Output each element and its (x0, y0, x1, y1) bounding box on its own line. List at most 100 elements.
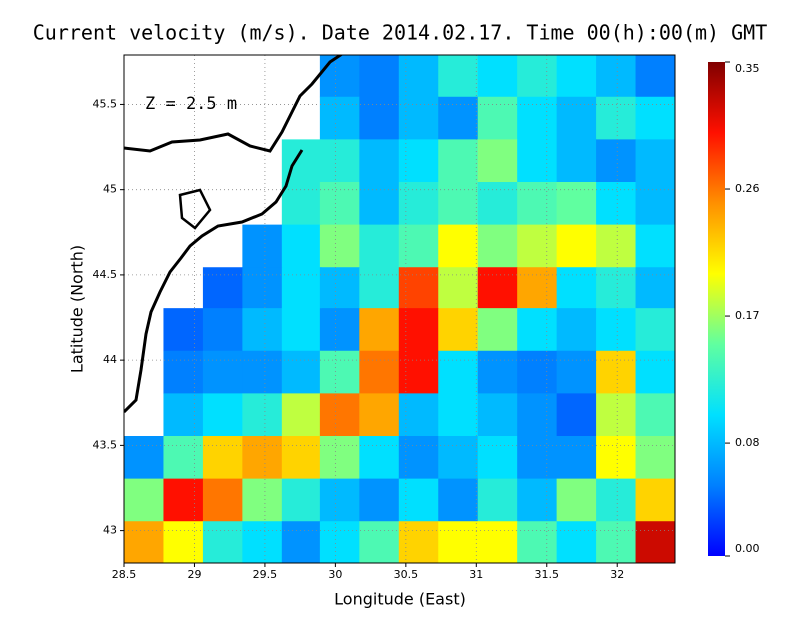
x-tick-label: 32 (610, 568, 624, 581)
cell (319, 436, 360, 480)
cell (556, 139, 597, 183)
cell (477, 224, 518, 268)
cell (163, 521, 204, 563)
cell (477, 521, 518, 563)
cell (556, 436, 597, 480)
cell (596, 521, 637, 563)
cell (477, 308, 518, 352)
cell (242, 521, 283, 563)
cell (359, 308, 400, 352)
cell (438, 350, 479, 394)
cell (438, 478, 479, 522)
cell (635, 55, 675, 98)
cell (556, 96, 597, 140)
colorbar (708, 62, 725, 556)
cell (359, 182, 400, 226)
cell (319, 308, 360, 352)
cell (438, 436, 479, 480)
cell (398, 393, 439, 437)
cell (556, 350, 597, 394)
x-tick-label: 28.5 (112, 568, 137, 581)
cell (281, 521, 322, 563)
cell (319, 55, 360, 98)
cell (477, 96, 518, 140)
cell (202, 350, 243, 394)
cell (319, 224, 360, 268)
cell (398, 436, 439, 480)
cell (517, 436, 558, 480)
cell (596, 478, 637, 522)
cell (635, 436, 675, 480)
y-tick-label: 44.5 (93, 268, 118, 281)
coastline (124, 55, 344, 414)
cell (281, 224, 322, 268)
cell (477, 478, 518, 522)
cell (438, 267, 479, 311)
cell (242, 224, 283, 268)
cell (242, 436, 283, 480)
cell (398, 308, 439, 352)
plot-frame (123, 54, 676, 564)
x-tick-label: 30.5 (394, 568, 419, 581)
cell (477, 139, 518, 183)
cell (359, 55, 400, 98)
cell (556, 267, 597, 311)
cell (124, 521, 164, 563)
cell (398, 478, 439, 522)
cell (319, 393, 360, 437)
cell (398, 350, 439, 394)
cell (359, 139, 400, 183)
coast-south (124, 149, 304, 414)
colorbar-tick-label: 0.17 (735, 309, 760, 322)
cell (242, 350, 283, 394)
cell (477, 182, 518, 226)
cell (281, 393, 322, 437)
cell (281, 436, 322, 480)
cell (596, 350, 637, 394)
cell (319, 478, 360, 522)
cell (398, 96, 439, 140)
cell (556, 182, 597, 226)
cell (163, 478, 204, 522)
cell (596, 224, 637, 268)
cell (635, 478, 675, 522)
colorbar-tick-label: 0.35 (735, 62, 760, 75)
cell (556, 393, 597, 437)
cell (477, 393, 518, 437)
cell (242, 308, 283, 352)
annotation: Z = 2.5 m (145, 94, 237, 114)
cell (596, 436, 637, 480)
cell (281, 267, 322, 311)
cell (438, 393, 479, 437)
cell (319, 96, 360, 140)
x-tick-label: 29 (187, 568, 201, 581)
cell (517, 224, 558, 268)
cell (163, 308, 204, 352)
cell (398, 521, 439, 563)
coast-north (124, 55, 344, 153)
cell (398, 267, 439, 311)
cell (202, 436, 243, 480)
cell (319, 521, 360, 563)
cell (517, 350, 558, 394)
cell (202, 267, 243, 311)
cell (556, 308, 597, 352)
cell (596, 308, 637, 352)
cell (438, 96, 479, 140)
cell (359, 267, 400, 311)
cell (635, 393, 675, 437)
cell (438, 139, 479, 183)
cell (281, 478, 322, 522)
cell (635, 139, 675, 183)
cell (477, 436, 518, 480)
cell (517, 521, 558, 563)
cell (596, 267, 637, 311)
cell (163, 350, 204, 394)
x-axis-label: Longitude (East) (334, 590, 466, 609)
cell (242, 478, 283, 522)
cell (163, 393, 204, 437)
cell (319, 182, 360, 226)
y-tick-label: 45 (103, 183, 117, 196)
x-tick-label: 31.5 (535, 568, 560, 581)
